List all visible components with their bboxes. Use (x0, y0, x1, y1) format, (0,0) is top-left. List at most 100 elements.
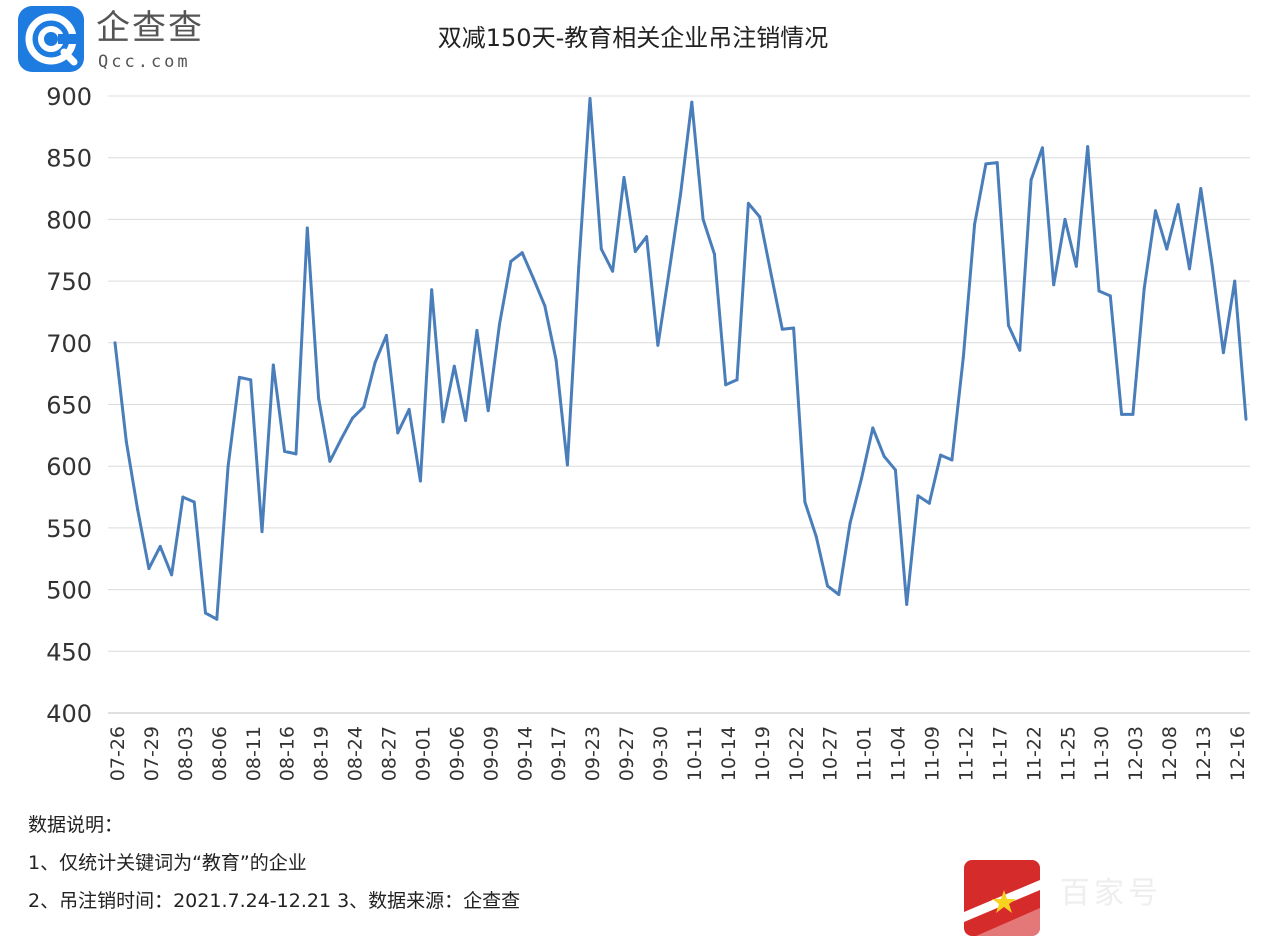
data-point (746, 201, 750, 205)
data-point (249, 378, 253, 382)
x-tick-label: 09-23 (582, 726, 604, 781)
data-point (633, 249, 637, 253)
data-point (339, 437, 343, 441)
data-point (113, 341, 117, 345)
data-point (170, 573, 174, 577)
x-tick-label: 08-06 (209, 726, 231, 781)
data-point (1040, 146, 1044, 150)
data-point (124, 440, 128, 444)
data-point (792, 326, 796, 330)
data-point (780, 327, 784, 331)
data-point (181, 495, 185, 499)
data-point (441, 420, 445, 424)
data-point (758, 215, 762, 219)
x-tick-label: 11-17 (989, 726, 1011, 781)
data-point (317, 396, 321, 400)
data-point (679, 193, 682, 197)
y-tick-label: 900 (46, 83, 92, 111)
y-tick-label: 800 (46, 206, 92, 234)
data-point (656, 343, 660, 347)
x-tick-label: 09-14 (514, 726, 536, 781)
x-tick-label: 12-13 (1193, 726, 1215, 781)
data-point (939, 453, 943, 457)
x-tick-label: 10-22 (786, 726, 808, 781)
notes-line-2: 2、吊注销时间：2021.7.24-12.21 3、数据来源：企查查 (28, 890, 521, 912)
data-point (1244, 417, 1248, 421)
x-tick-label: 08-16 (277, 726, 299, 781)
data-point (294, 452, 298, 456)
data-point (554, 358, 558, 362)
data-point (418, 479, 422, 483)
data-point (916, 494, 920, 498)
data-point (1131, 412, 1135, 416)
data-point (701, 217, 705, 221)
data-point (237, 375, 241, 379)
data-point (735, 378, 739, 382)
data-point (407, 407, 411, 411)
data-point (520, 251, 524, 255)
data-point (452, 364, 456, 368)
data-notes: 数据说明： 1、仅统计关键词为“教育”的企业 2、吊注销时间：2021.7.24… (28, 812, 520, 926)
qcc-logo-icon (18, 6, 84, 72)
y-tick-label: 850 (46, 145, 92, 173)
notes-heading: 数据说明： (28, 814, 124, 836)
data-point (871, 426, 875, 430)
data-point (1108, 294, 1112, 298)
data-point (226, 464, 230, 468)
data-point (1097, 289, 1101, 293)
data-point (1006, 324, 1010, 328)
data-point (486, 409, 490, 413)
data-point (645, 235, 649, 239)
data-point (995, 161, 999, 165)
x-tick-label: 11-12 (955, 726, 977, 781)
data-point (305, 226, 309, 230)
data-point (1086, 145, 1090, 149)
data-point (927, 501, 931, 505)
data-point (1221, 351, 1225, 355)
x-tick-label: 11-01 (854, 726, 876, 781)
data-point (215, 617, 219, 621)
data-point (498, 322, 502, 326)
data-point (1052, 283, 1056, 287)
data-point (362, 405, 366, 409)
chart-title: 双减150天-教育相关企业吊注销情况 (437, 24, 829, 52)
x-axis-ticks: 07-26 07-29 08-03 08-06 08-11 08-16 08-19 08-24… (107, 726, 1249, 781)
data-point (588, 96, 592, 100)
data-point (328, 459, 332, 463)
data-point (599, 247, 603, 251)
data-point (848, 521, 852, 525)
data-point (622, 175, 626, 179)
y-tick-label: 650 (46, 392, 92, 420)
data-point (837, 593, 841, 597)
data-point (814, 535, 818, 539)
data-point (1165, 247, 1169, 251)
data-point (351, 416, 355, 420)
y-tick-label: 550 (46, 515, 92, 543)
data-point (905, 602, 909, 606)
data-point (1120, 412, 1124, 416)
data-point (667, 269, 671, 273)
data-point (271, 363, 275, 367)
x-tick-label: 11-22 (1023, 726, 1045, 781)
x-tick-label: 07-29 (141, 726, 163, 781)
x-tick-label: 11-25 (1057, 726, 1079, 781)
data-point (1199, 187, 1203, 191)
y-tick-label: 500 (46, 577, 92, 605)
data-point (1029, 178, 1033, 182)
y-tick-label: 750 (46, 268, 92, 296)
x-tick-label: 09-17 (548, 726, 570, 781)
star-badge-icon (964, 860, 1040, 936)
data-point (260, 530, 264, 534)
data-point (712, 252, 716, 256)
data-point (826, 584, 830, 588)
series-layer (113, 96, 1248, 621)
data-point (1154, 209, 1158, 213)
x-tick-label: 09-01 (412, 726, 434, 781)
data-point (724, 383, 728, 387)
y-axis-ticks: 400 450 500 550 600 650 700 750 800 850 900 (46, 83, 92, 728)
data-point (384, 333, 388, 337)
data-point (396, 431, 400, 435)
data-point (1233, 279, 1237, 283)
x-tick-label: 11-04 (888, 726, 910, 781)
data-point (973, 222, 977, 226)
